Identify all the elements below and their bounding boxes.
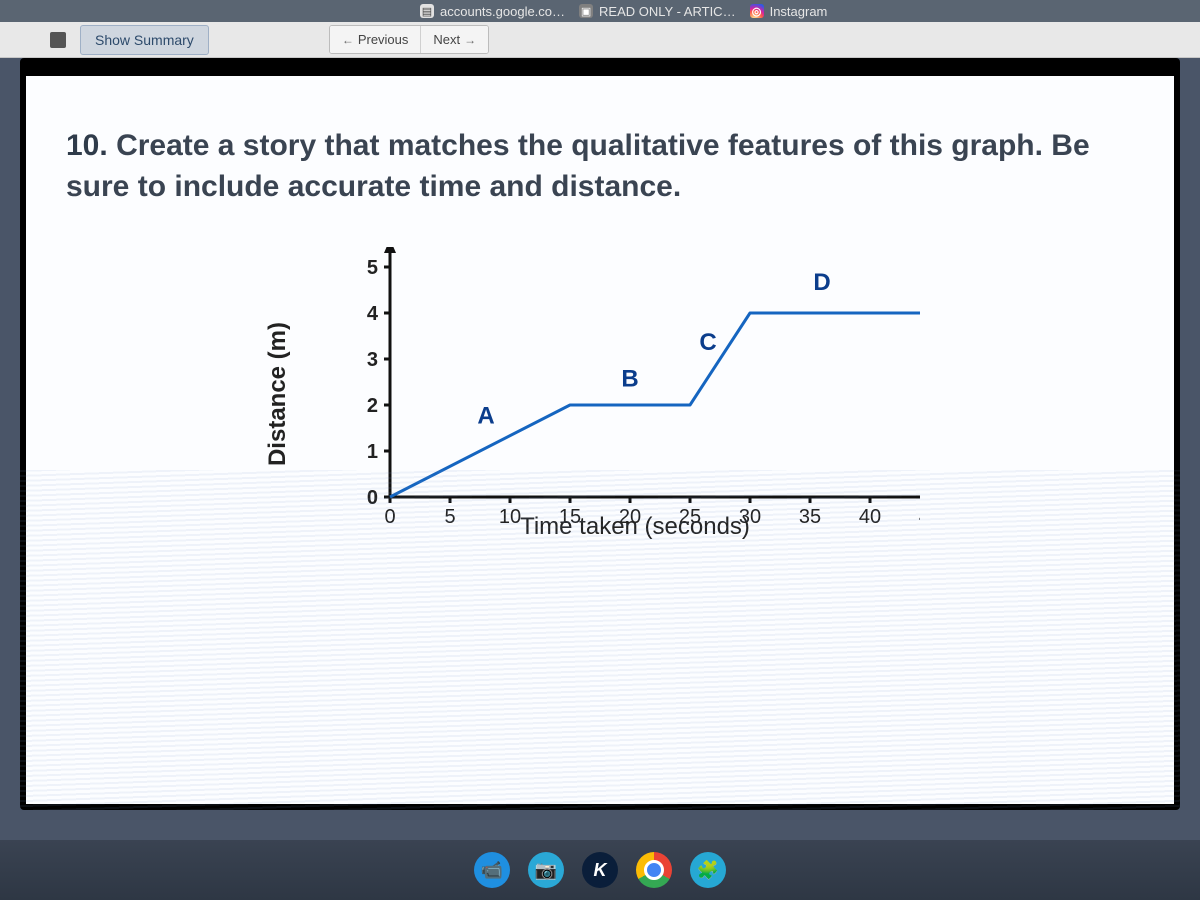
next-label: Next <box>433 32 460 47</box>
svg-text:C: C <box>699 329 716 356</box>
chart-plot-area: 012345051015202530354045ABCD <box>360 247 910 507</box>
question-number: 10. <box>66 129 108 162</box>
content-page: 10. Create a story that matches the qual… <box>26 76 1174 804</box>
svg-text:15: 15 <box>559 506 581 528</box>
svg-text:2: 2 <box>367 395 378 417</box>
question-text: 10. Create a story that matches the qual… <box>66 126 1134 207</box>
svg-text:45: 45 <box>919 506 920 528</box>
tab-label: accounts.google.co… <box>440 4 565 19</box>
svg-text:35: 35 <box>799 506 821 528</box>
previous-label: Previous <box>358 32 409 47</box>
content-frame: 10. Create a story that matches the qual… <box>20 58 1180 810</box>
previous-button[interactable]: ← Previous <box>330 26 422 53</box>
next-button[interactable]: Next → <box>421 26 488 53</box>
chart-svg: 012345051015202530354045ABCD <box>360 247 920 537</box>
tab-instagram[interactable]: ◎ Instagram <box>750 4 828 19</box>
arrow-left-icon: ← <box>342 33 354 47</box>
svg-text:B: B <box>621 366 638 393</box>
stop-icon <box>50 32 66 48</box>
camera-icon[interactable]: 📷 <box>528 852 564 888</box>
svg-text:3: 3 <box>367 349 378 371</box>
svg-text:0: 0 <box>384 506 395 528</box>
tab-label: Instagram <box>770 4 828 19</box>
svg-text:20: 20 <box>619 506 641 528</box>
svg-text:1: 1 <box>367 441 378 463</box>
tab-google-accounts[interactable]: ▤ accounts.google.co… <box>420 4 565 19</box>
svg-text:0: 0 <box>367 487 378 509</box>
y-axis-label: Distance (m) <box>264 322 292 466</box>
arrow-right-icon: → <box>464 33 476 47</box>
svg-text:5: 5 <box>444 506 455 528</box>
video-icon[interactable]: 📹 <box>474 852 510 888</box>
show-summary-button[interactable]: Show Summary <box>80 25 209 55</box>
tab-label: READ ONLY - ARTIC… <box>599 4 736 19</box>
svg-text:4: 4 <box>367 303 379 325</box>
svg-text:40: 40 <box>859 506 881 528</box>
browser-tab-strip: ▤ accounts.google.co… ▣ READ ONLY - ARTI… <box>0 0 1200 22</box>
distance-time-chart: Distance (m) 012345051015202530354045ABC… <box>290 247 910 541</box>
os-taskbar: 📹 📷 K 🧩 <box>0 840 1200 900</box>
svg-text:5: 5 <box>367 257 378 279</box>
prev-next-group: ← Previous Next → <box>329 25 489 54</box>
tab-read-only-artic[interactable]: ▣ READ ONLY - ARTIC… <box>579 4 736 19</box>
svg-text:A: A <box>477 402 494 429</box>
question-body: Create a story that matches the qualitat… <box>66 129 1090 203</box>
kami-icon[interactable]: K <box>582 852 618 888</box>
chrome-icon[interactable] <box>636 852 672 888</box>
instagram-icon: ◎ <box>750 4 764 18</box>
svg-text:30: 30 <box>739 506 761 528</box>
svg-text:25: 25 <box>679 506 701 528</box>
doc-icon: ▤ <box>420 4 434 18</box>
svg-text:D: D <box>813 269 830 296</box>
app-icon[interactable]: 🧩 <box>690 852 726 888</box>
page-icon: ▣ <box>579 4 593 18</box>
page-toolbar: Show Summary ← Previous Next → <box>0 22 1200 58</box>
svg-text:10: 10 <box>499 506 521 528</box>
